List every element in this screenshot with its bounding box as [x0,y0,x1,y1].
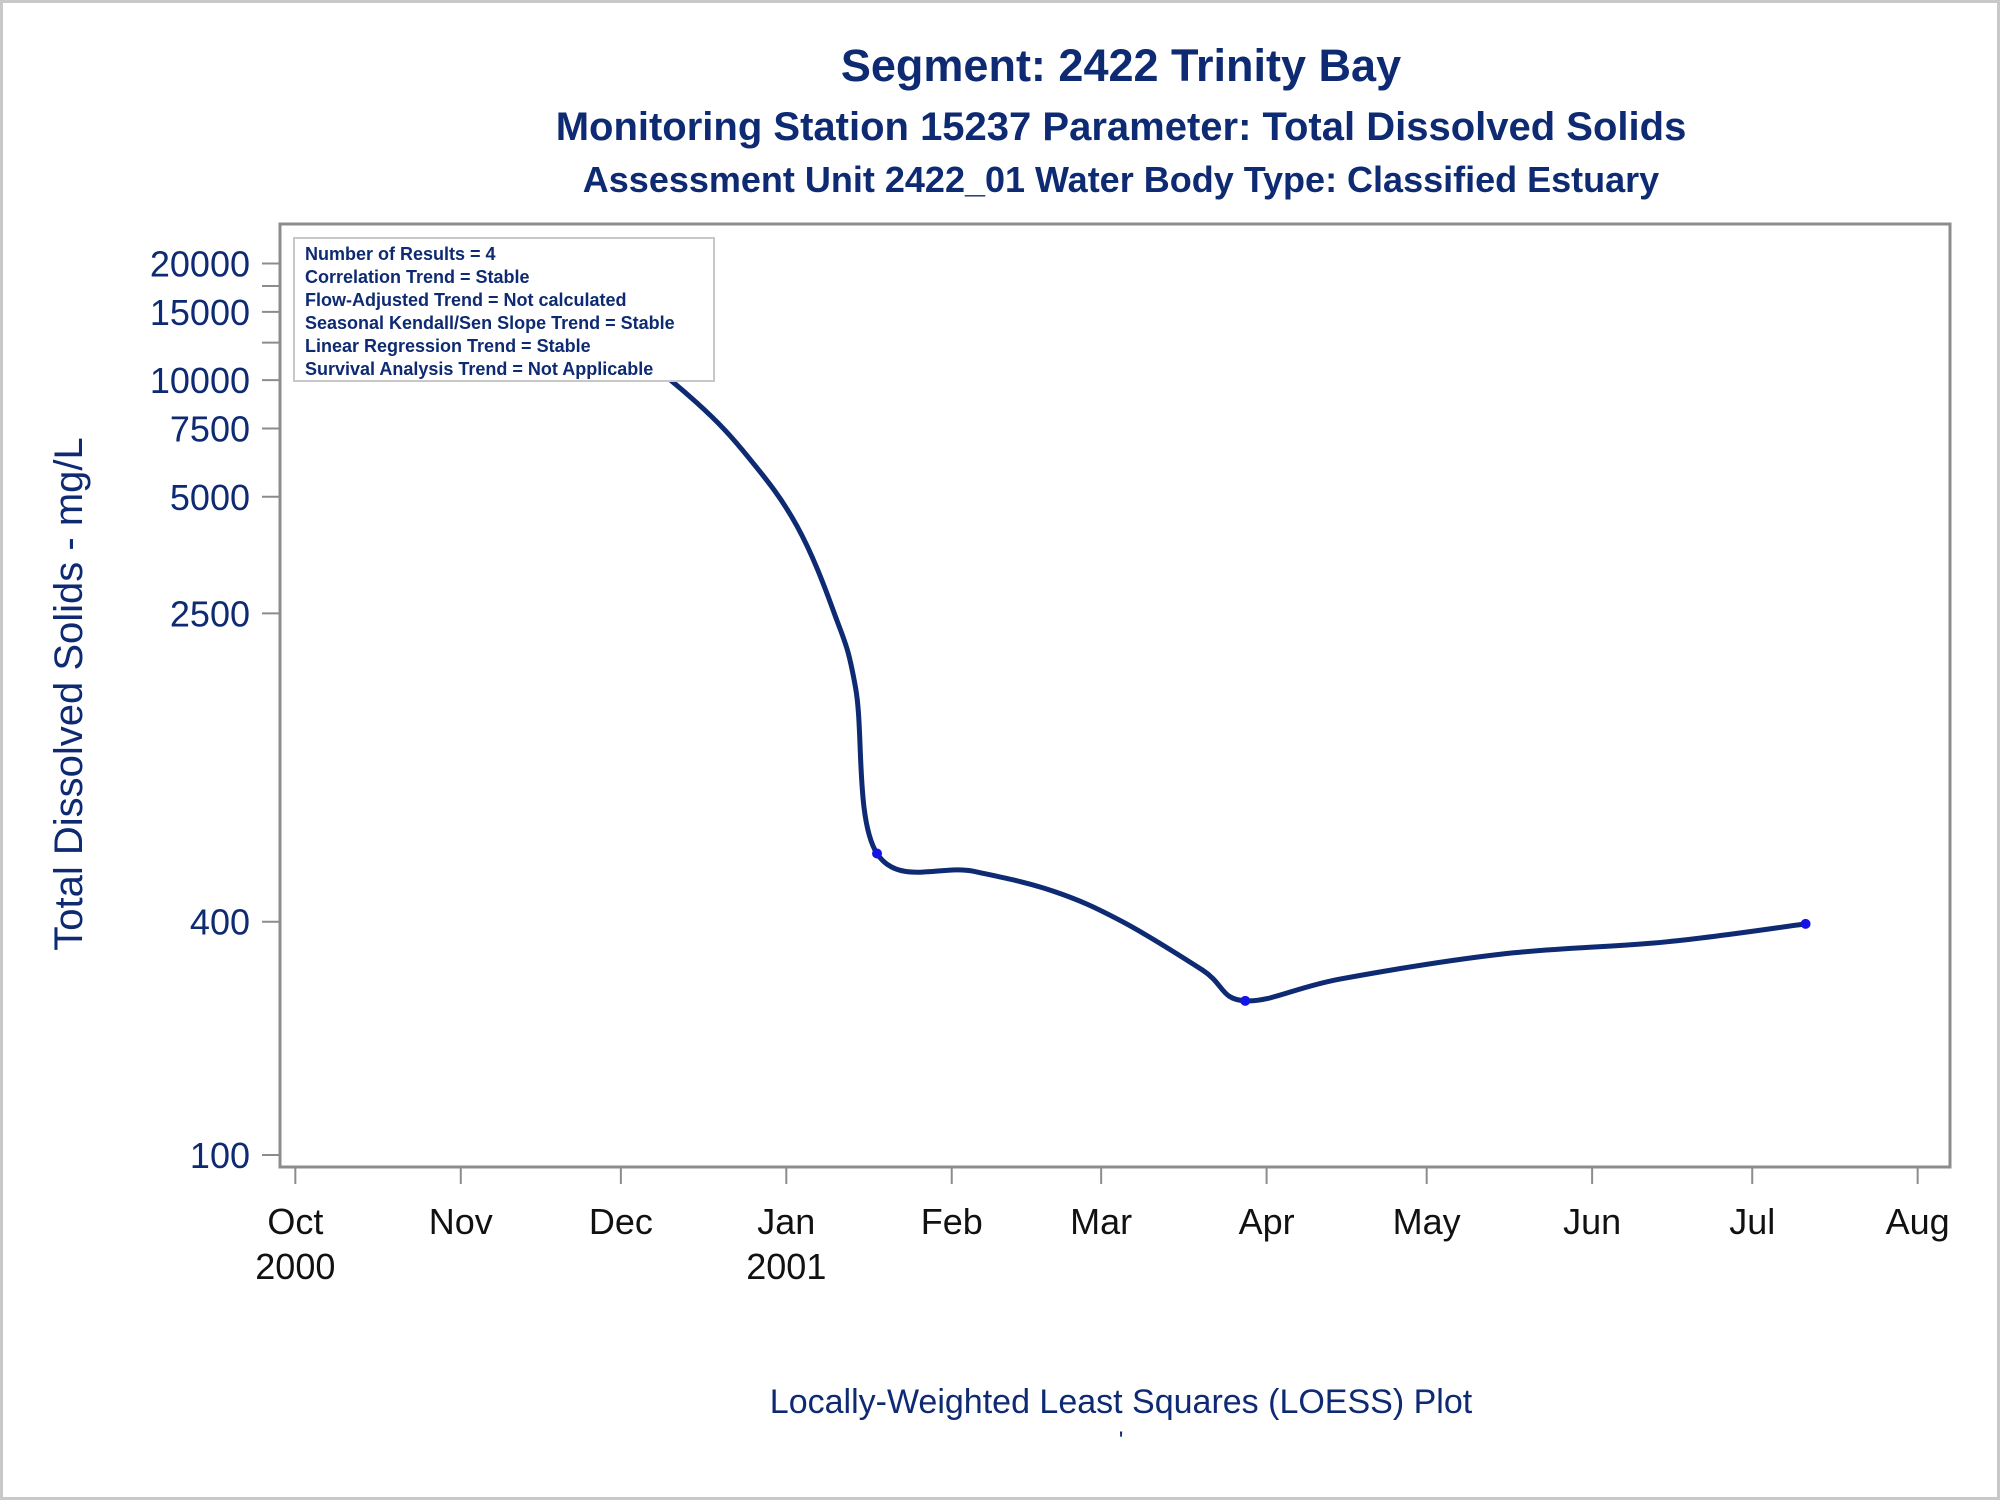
chart-svg: Segment: 2422 Trinity Bay Monitoring Sta… [47,40,1952,1454]
x-tick-label: Jul [1729,1201,1775,1242]
stats-box: Number of Results = 4 Correlation Trend =… [293,237,715,382]
x-tick-label: Mar [1070,1201,1132,1242]
data-point [1800,918,1811,929]
stats-box-line: Survival Analysis Trend = Not Applicable [305,359,653,379]
x-tick-label: Nov [429,1201,493,1242]
y-tick-label: 10000 [150,360,250,401]
footnote-mark: ' [1119,1427,1124,1454]
stats-box-border [293,237,715,382]
y-tick-label: 5000 [170,477,250,518]
y-tick-label: 2500 [170,593,250,634]
y-tick-label: 7500 [170,409,250,450]
y-tick-label: 15000 [150,292,250,333]
stats-box-line: Correlation Trend = Stable [305,267,530,287]
stats-box-line: Seasonal Kendall/Sen Slope Trend = Stabl… [305,313,675,333]
x-tick-year-label: 2000 [255,1246,335,1287]
x-tick-label: Feb [921,1201,983,1242]
y-tick-label: 20000 [150,244,250,285]
y-axis-label: Total Dissolved Solids - mg/L [47,437,91,951]
y-tick-label: 400 [190,902,250,943]
plot-area-border [278,222,1952,1169]
x-tick-label: May [1393,1201,1461,1242]
chart-title: Segment: 2422 Trinity Bay [841,40,1401,91]
footnote: Locally-Weighted Least Squares (LOESS) P… [770,1383,1473,1421]
y-axis: 100 400 2500 5000 7500 10000 15000 20000 [150,244,280,1176]
x-tick-label: Jan [757,1201,815,1242]
y-tick-label: 100 [190,1135,250,1176]
x-tick-label: Jun [1563,1201,1621,1242]
chart-subtitle-2: Assessment Unit 2422_01 Water Body Type:… [583,159,1659,200]
stats-box-line: Linear Regression Trend = Stable [305,336,591,356]
data-point [1240,995,1251,1006]
chart-subtitle: Monitoring Station 15237 Parameter: Tota… [556,105,1687,149]
data-point [872,848,883,859]
stats-box-line: Flow-Adjusted Trend = Not calculated [305,290,627,310]
x-tick-label: Oct [267,1201,323,1242]
x-tick-label: Apr [1239,1201,1295,1242]
loess-line [452,245,1809,1004]
x-tick-label: Dec [589,1201,653,1242]
stats-box-line: Number of Results = 4 [305,244,496,264]
x-tick-label: Aug [1886,1201,1950,1242]
x-tick-year-label: 2001 [746,1246,826,1287]
